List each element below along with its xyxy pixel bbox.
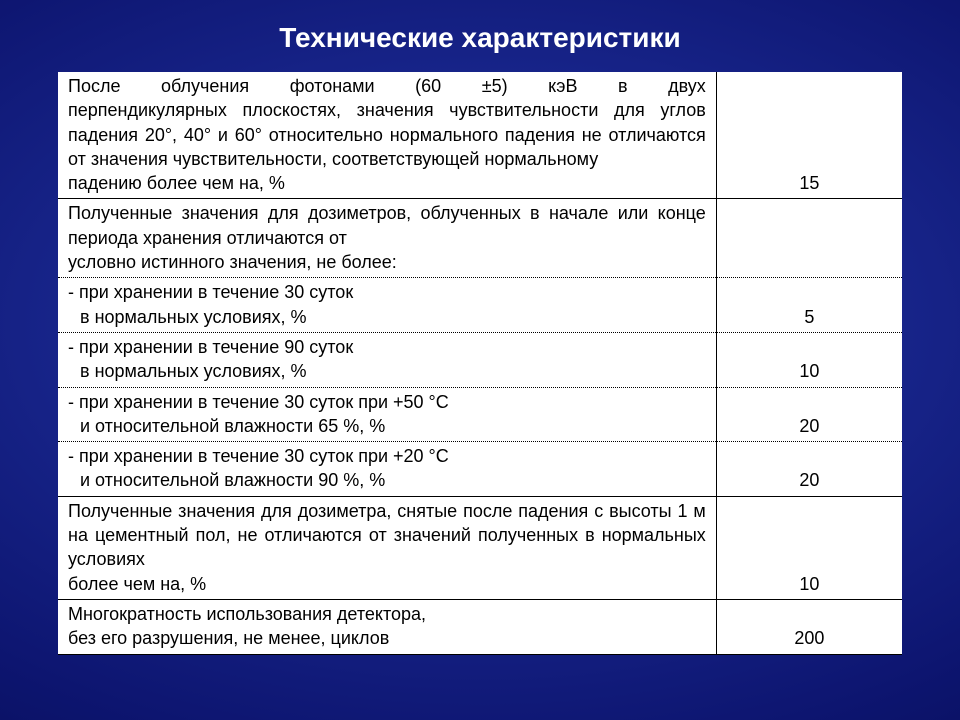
cell-description: Полученные значения для дозиметров, облу… <box>58 199 716 278</box>
table-row: Многократность использования детектора, … <box>58 599 902 654</box>
table-row: После облучения фотонами (60 ±5) кэВ в д… <box>58 72 902 199</box>
cell-value: 200 <box>716 599 902 654</box>
cell-value: 20 <box>716 442 902 497</box>
table-row: - при хранении в течение 90 суток в норм… <box>58 332 902 387</box>
cell-value: 10 <box>716 332 902 387</box>
cell-value: 5 <box>716 278 902 333</box>
spec-table: После облучения фотонами (60 ±5) кэВ в д… <box>58 72 902 655</box>
cell-description: - при хранении в течение 30 суток в норм… <box>58 278 716 333</box>
table-row: Полученные значения для дозиметра, сняты… <box>58 496 902 599</box>
cell-description: Многократность использования детектора, … <box>58 599 716 654</box>
cell-description: - при хранении в течение 90 суток в норм… <box>58 332 716 387</box>
table-row: - при хранении в течение 30 суток в норм… <box>58 278 902 333</box>
table-row: Полученные значения для дозиметров, облу… <box>58 199 902 278</box>
cell-value: 20 <box>716 387 902 442</box>
cell-description: После облучения фотонами (60 ±5) кэВ в д… <box>58 72 716 199</box>
table-row: - при хранении в течение 30 суток при +2… <box>58 442 902 497</box>
cell-value <box>716 199 902 278</box>
table-row: - при хранении в течение 30 суток при +5… <box>58 387 902 442</box>
cell-description: - при хранении в течение 30 суток при +2… <box>58 442 716 497</box>
cell-value: 15 <box>716 72 902 199</box>
cell-description: Полученные значения для дозиметра, сняты… <box>58 496 716 599</box>
cell-value: 10 <box>716 496 902 599</box>
slide: Технические характеристики После облучен… <box>0 0 960 720</box>
slide-title: Технические характеристики <box>58 22 902 54</box>
cell-description: - при хранении в течение 30 суток при +5… <box>58 387 716 442</box>
